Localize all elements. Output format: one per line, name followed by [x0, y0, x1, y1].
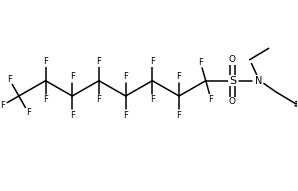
- Text: F: F: [177, 72, 181, 81]
- Text: F: F: [198, 58, 203, 67]
- Text: F: F: [26, 108, 31, 117]
- Text: F: F: [150, 95, 155, 104]
- Text: F: F: [123, 72, 128, 81]
- Text: O: O: [229, 97, 236, 106]
- Text: F: F: [123, 111, 128, 120]
- Text: O: O: [229, 55, 236, 64]
- Text: F: F: [43, 95, 48, 104]
- Text: F: F: [97, 57, 101, 66]
- Text: F: F: [70, 111, 75, 120]
- Text: F: F: [97, 95, 101, 104]
- Text: F: F: [7, 75, 12, 84]
- Text: F: F: [43, 57, 48, 66]
- Text: N: N: [255, 76, 263, 86]
- Text: F: F: [209, 95, 213, 104]
- Text: F: F: [177, 111, 181, 120]
- Text: S: S: [229, 76, 236, 86]
- Text: F: F: [70, 72, 75, 81]
- Text: F: F: [0, 101, 5, 110]
- Text: F: F: [150, 57, 155, 66]
